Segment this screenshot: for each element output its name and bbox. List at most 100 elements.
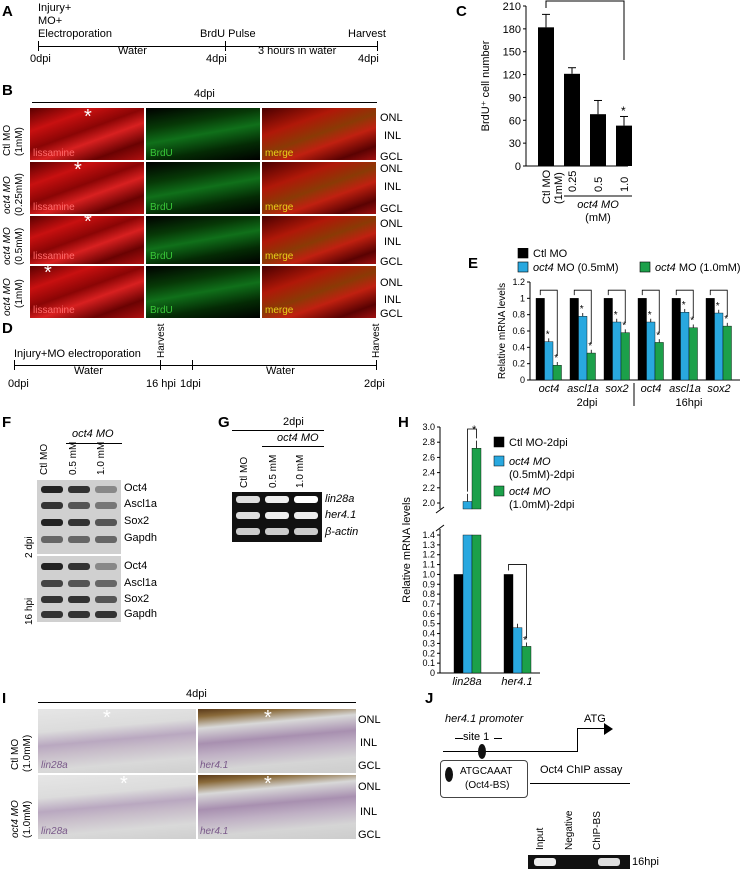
blot-band bbox=[41, 611, 63, 618]
bar bbox=[521, 646, 532, 674]
x-tick-label: oct4 bbox=[641, 383, 662, 395]
group-label: 2dpi bbox=[577, 397, 598, 409]
bar bbox=[646, 321, 656, 381]
chart-h: 2.0 2.2 2.4 2.6 2.8 3.0 00.10.20.30.40.50.60.7… bbox=[401, 422, 574, 688]
blot-band bbox=[41, 563, 63, 570]
panel-b-title: 4dpi bbox=[194, 88, 215, 100]
blot-band bbox=[68, 580, 90, 587]
x-tick-label: ascl1a bbox=[669, 383, 701, 395]
gel-band bbox=[236, 496, 260, 503]
y-tick-label: 0.9 bbox=[422, 579, 435, 589]
site-line bbox=[455, 738, 463, 739]
bar bbox=[586, 352, 596, 381]
label-lin28a: lin28a bbox=[41, 826, 68, 837]
layer-onl: ONL bbox=[380, 218, 403, 230]
row-label-ctl-conc: (1.0mM) bbox=[22, 734, 33, 772]
site-line bbox=[494, 738, 502, 739]
timeline-d-harvest2: Harvest bbox=[371, 323, 382, 358]
timeline-d-harvest1: Harvest bbox=[156, 323, 167, 358]
asterisk: * bbox=[44, 262, 52, 284]
y-tick-label: 1 bbox=[520, 293, 525, 303]
blot-band bbox=[68, 596, 90, 603]
y-tick-label: 2.0 bbox=[422, 498, 435, 508]
label-brdu: BrdU bbox=[150, 148, 173, 159]
gel-band bbox=[265, 528, 289, 535]
y-tick-label: 0.8 bbox=[512, 310, 525, 320]
y-tick-label: 0.2 bbox=[422, 648, 435, 658]
y-axis-label: Relative mRNA levels bbox=[401, 497, 413, 603]
blot-band bbox=[41, 486, 63, 493]
image-merge-ctl bbox=[262, 108, 376, 160]
asterisk: * bbox=[84, 106, 92, 128]
blot-band bbox=[95, 563, 117, 570]
lane-ctl: Ctl MO bbox=[39, 443, 50, 475]
blot-band bbox=[41, 519, 63, 526]
significance-bracket bbox=[508, 564, 527, 639]
y-axis-label: Relative mRNA levels bbox=[497, 283, 508, 379]
atg-label: ATG bbox=[584, 713, 606, 725]
gel-band bbox=[294, 512, 318, 519]
panel-g-rule bbox=[232, 430, 324, 431]
y-tick-label: 1.3 bbox=[422, 540, 435, 550]
bar bbox=[471, 448, 482, 510]
panel-g-sub: oct4 MO bbox=[277, 432, 319, 444]
significance-star: * bbox=[614, 310, 618, 321]
gel-band bbox=[294, 496, 318, 503]
bar bbox=[705, 298, 715, 381]
gel-band bbox=[236, 528, 260, 535]
layer-inl: INL bbox=[384, 236, 402, 248]
label-brdu: BrdU bbox=[150, 202, 173, 213]
timeline-a-harvest: Harvest bbox=[348, 28, 386, 40]
y-tick-label: 1.2 bbox=[512, 277, 525, 287]
label-lin28a: lin28a bbox=[41, 760, 68, 771]
y-tick-label: 60 bbox=[509, 115, 521, 127]
layer-onl: ONL bbox=[358, 714, 381, 726]
row-label-ctl: Ctl MO bbox=[2, 124, 13, 156]
bar bbox=[688, 327, 698, 381]
x-tick-label: oct4 bbox=[539, 383, 560, 395]
panel-label-g: G bbox=[218, 414, 230, 431]
asterisk: * bbox=[264, 773, 272, 795]
row-label-oct4-conc: (1.0mM) bbox=[22, 800, 33, 838]
blot-band bbox=[68, 563, 90, 570]
group-label: 16hpi bbox=[676, 397, 703, 409]
timeline-d-axis bbox=[14, 365, 376, 366]
y-tick-label: 1.2 bbox=[422, 550, 435, 560]
timeline-d-t1: 1dpi bbox=[180, 378, 201, 390]
bar bbox=[462, 501, 473, 510]
chip-band-chipbs bbox=[598, 858, 620, 866]
significance-star: * bbox=[716, 301, 720, 312]
timeline-d-water2: Water bbox=[266, 365, 295, 377]
image-brdu-1 bbox=[146, 266, 260, 318]
label-lissamine: lissamine bbox=[33, 251, 75, 262]
panel-label-h: H bbox=[398, 414, 409, 431]
protein-gapdh: Gapdh bbox=[124, 608, 158, 620]
timeline-d-tick bbox=[376, 360, 377, 370]
bar bbox=[569, 298, 579, 381]
layer-gcl: GCL bbox=[380, 203, 403, 215]
significance-star: * bbox=[580, 304, 584, 315]
chart-c: 0 30 60 90 120 150 180 210 Ctl MO (1mM) 0.25 0.5 1.0… bbox=[480, 0, 632, 224]
significance-bracket bbox=[709, 289, 728, 317]
panel-label-e: E bbox=[468, 255, 479, 272]
label-merge: merge bbox=[265, 202, 294, 213]
timeline-d-t2: 2dpi bbox=[364, 378, 385, 390]
blot-band bbox=[41, 580, 63, 587]
x-tick-label: Ctl MO bbox=[541, 169, 553, 204]
label-merge: merge bbox=[265, 251, 294, 262]
significance-bracket bbox=[607, 289, 626, 323]
significance-star: * bbox=[523, 634, 528, 646]
panel-i-rule bbox=[38, 702, 356, 703]
legend-label: (0.5mM)-2dpi bbox=[509, 469, 574, 481]
image-merge-025 bbox=[262, 162, 376, 214]
layer-inl: INL bbox=[384, 294, 402, 306]
layer-onl: ONL bbox=[380, 112, 403, 124]
protein-ascl1a: Ascl1a bbox=[124, 498, 158, 510]
group-unit: (mM) bbox=[585, 212, 611, 224]
blot-band bbox=[41, 536, 63, 543]
timeline-a-axis bbox=[38, 46, 378, 47]
significance-star: * bbox=[724, 314, 728, 325]
motif-seq: ATGCAAAT bbox=[460, 766, 513, 777]
panel-label-b: B bbox=[2, 82, 13, 99]
row-label-05-conc: (0.5mM) bbox=[14, 227, 25, 265]
